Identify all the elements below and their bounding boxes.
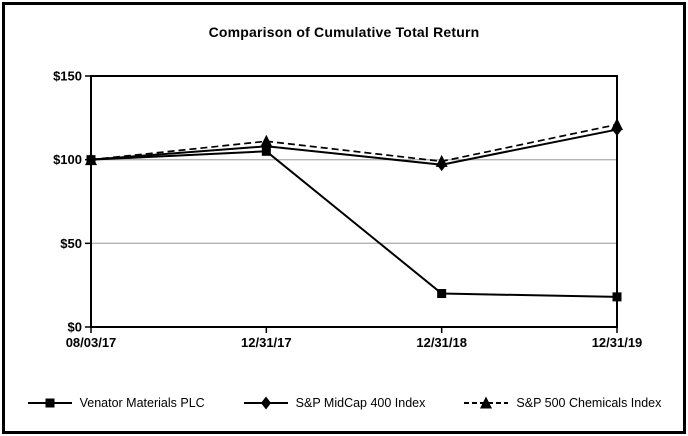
y-tick-label: $0 <box>68 320 82 335</box>
legend-item-sp-midcap-400-index: S&P MidCap 400 Index <box>243 396 426 410</box>
legend-item-sp-500-chemicals-index: S&P 500 Chemicals Index <box>463 396 661 410</box>
legend-label: S&P MidCap 400 Index <box>295 396 426 410</box>
legend-triangle-dashed-line-icon <box>464 396 509 409</box>
chart-title: Comparison of Cumulative Total Return <box>208 24 480 40</box>
x-axis-labels: 08/03/17 12/31/17 12/31/18 12/31/19 <box>66 327 643 350</box>
y-tick-label: $50 <box>60 236 82 251</box>
y-tick-label: $100 <box>53 152 82 167</box>
x-tick-label: 12/31/17 <box>241 335 292 350</box>
plot-border <box>90 75 618 328</box>
series-s-p-500-chemicals-index-line <box>90 123 618 163</box>
legend-square-solid-line-icon <box>27 398 72 408</box>
x-tick-label: 12/31/18 <box>416 335 467 350</box>
x-tick-label: 12/31/19 <box>592 335 643 350</box>
series-venator-materials-plc-line <box>90 150 618 298</box>
plot-background <box>91 76 617 327</box>
x-tick-label: 08/03/17 <box>66 335 117 350</box>
y-tick-label: $150 <box>53 69 82 84</box>
y-axis-ticks: $0 $50 $100 $150 <box>53 69 91 335</box>
legend: Venator Materials PLC S&P MidCap 400 Ind… <box>0 396 688 410</box>
legend-label: Venator Materials PLC <box>79 396 205 410</box>
legend-item-venator-materials-plc: Venator Materials PLC <box>27 396 205 410</box>
legend-label: S&P 500 Chemicals Index <box>516 396 662 410</box>
series-s-p-midcap-400-index-line <box>90 128 618 166</box>
gridlines <box>91 159 617 244</box>
legend-diamond-solid-line-icon <box>243 396 288 410</box>
series-venator-materials-plc-markers <box>86 146 622 302</box>
